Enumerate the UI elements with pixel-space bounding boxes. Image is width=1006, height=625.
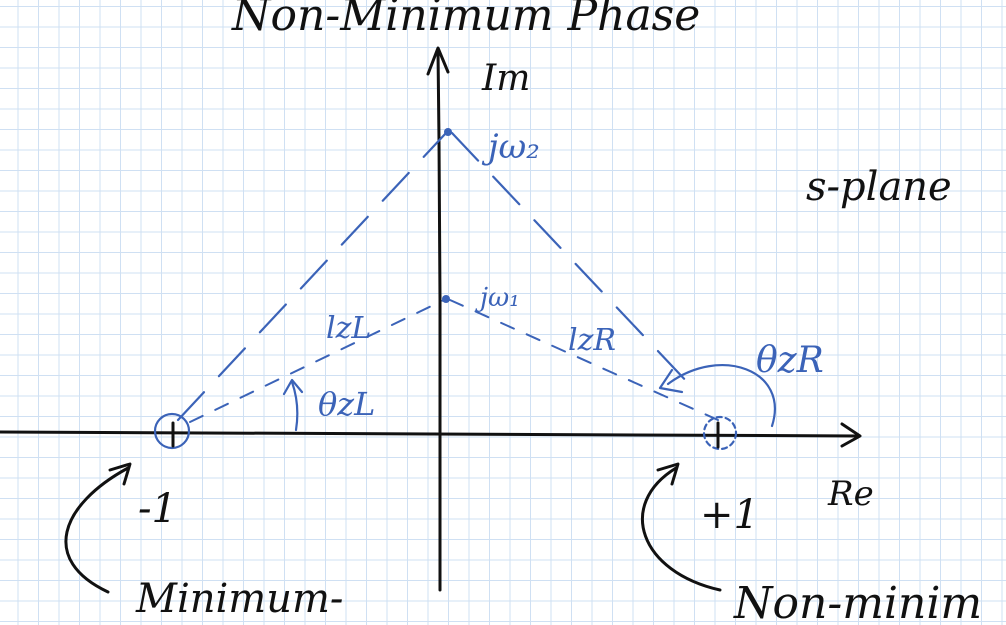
title-text: Non-Minimum Phase <box>231 0 700 41</box>
theta-zr-label: θzR <box>756 340 824 381</box>
dashed-line-left-jw2 <box>176 131 448 422</box>
imaginary-axis <box>436 48 442 592</box>
theta-zl-arc <box>290 380 299 432</box>
re-axis-label: Re <box>827 474 874 514</box>
imaginary-axis-arrowhead <box>426 46 450 76</box>
minimum-caption: Minimum- <box>135 576 343 622</box>
jw1-point <box>442 295 450 303</box>
theta-zr-arrowhead <box>658 368 684 394</box>
nonminimum-arrowhead <box>656 462 680 486</box>
s-plane-label: s-plane <box>806 164 952 210</box>
real-axis-arrowhead <box>840 422 862 448</box>
dashed-line-right-jw1 <box>449 299 719 421</box>
theta-zl-arrowhead <box>282 378 304 396</box>
lzl-label: lzL <box>326 311 371 346</box>
lzr-label: lzR <box>568 323 616 358</box>
theta-zr-arc <box>666 364 776 428</box>
theta-zl-label: θzL <box>318 385 375 423</box>
minimum-curved-arrow <box>64 466 130 594</box>
left-zero-circle <box>153 412 191 450</box>
jw1-label: jω₁ <box>475 283 520 313</box>
right-zero-circle <box>702 415 738 451</box>
jw2-point <box>444 128 452 136</box>
minimum-arrowhead <box>108 462 132 486</box>
minus-one-label: -1 <box>138 486 177 532</box>
dashed-line-left-jw1 <box>189 298 447 423</box>
real-axis <box>0 430 860 438</box>
im-axis-label: Im <box>481 58 530 99</box>
jw2-label: jω₂ <box>481 127 540 167</box>
nonminimum-curved-arrow <box>641 466 722 592</box>
nonminimum-caption: Non-minim <box>733 578 982 625</box>
plus-one-label: +1 <box>700 492 759 538</box>
